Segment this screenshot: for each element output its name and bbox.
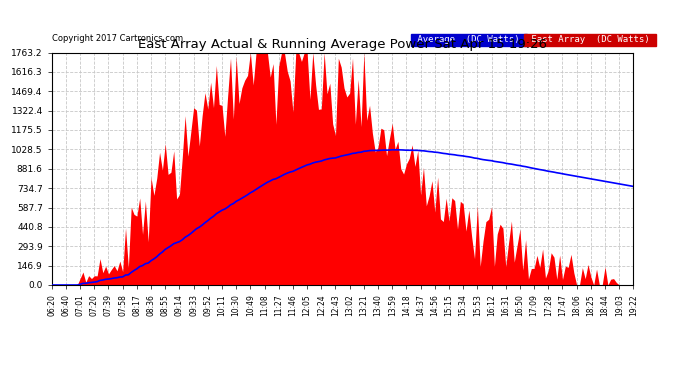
Title: East Array Actual & Running Average Power Sat Apr 15 19:26: East Array Actual & Running Average Powe… [138, 38, 547, 51]
Text: Copyright 2017 Cartronics.com: Copyright 2017 Cartronics.com [52, 34, 183, 43]
Text: Average  (DC Watts): Average (DC Watts) [413, 35, 525, 44]
Text: East Array  (DC Watts): East Array (DC Watts) [526, 35, 655, 44]
